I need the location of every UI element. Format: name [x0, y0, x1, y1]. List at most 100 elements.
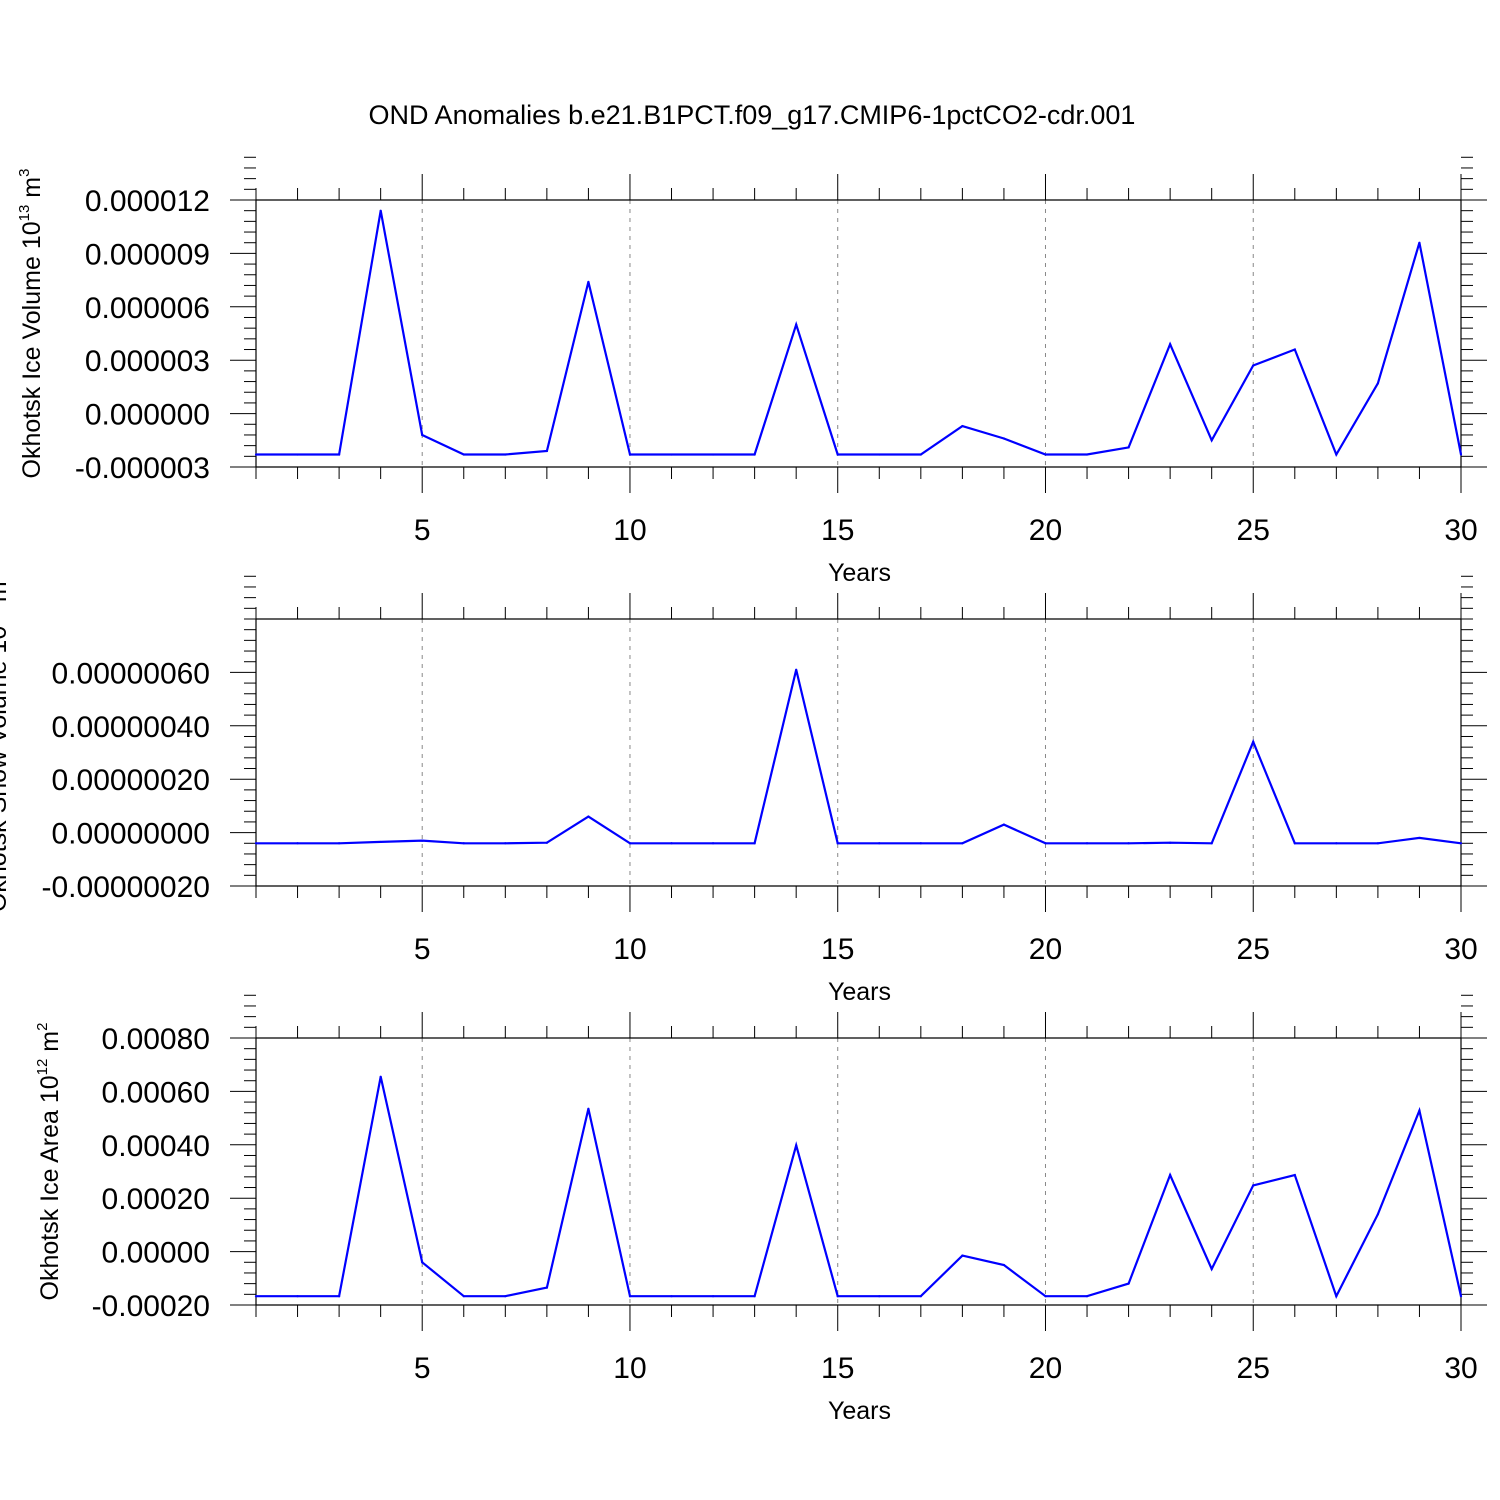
data-point	[254, 1295, 258, 1298]
data-point	[462, 453, 465, 456]
y-tick-label: -0.00000020	[42, 871, 211, 904]
x-axis-title: Years	[828, 978, 891, 1006]
x-tick-label: 5	[414, 1352, 431, 1385]
data-point	[504, 842, 507, 845]
data-point	[1127, 842, 1130, 845]
y-axis-title-exponent: 12	[34, 1059, 51, 1076]
series-line-ice-area	[256, 1076, 1463, 1300]
y-tick-label: 0.00000000	[52, 818, 211, 851]
data-point	[961, 424, 964, 428]
x-tick-label: 5	[414, 933, 431, 966]
data-point	[1210, 842, 1213, 845]
data-point	[296, 842, 299, 845]
chart-title: OND Anomalies b.e21.B1PCT.f09_g17.CMIP6-…	[369, 100, 1136, 130]
data-point	[1252, 740, 1255, 743]
data-point	[338, 453, 341, 456]
y-tick-label: 0.00000020	[52, 764, 211, 797]
y-tick-label: -0.000003	[75, 452, 210, 485]
data-point	[338, 1295, 341, 1298]
y-axis-title-text: Okhotsk Snow Volume 10	[0, 626, 12, 912]
data-point	[1293, 1173, 1296, 1177]
data-point	[421, 433, 424, 437]
x-tick-label: 5	[414, 514, 431, 547]
data-point	[545, 449, 548, 453]
data-point	[711, 453, 715, 456]
data-point	[878, 453, 881, 456]
x-tick-label: 10	[613, 514, 646, 547]
data-point	[1085, 453, 1089, 456]
data-point	[1210, 439, 1213, 442]
data-point	[1044, 453, 1047, 456]
data-point	[504, 453, 507, 456]
data-point	[254, 842, 258, 845]
y-axis-title-unit: m	[36, 1031, 64, 1059]
data-point	[379, 1075, 382, 1078]
data-point	[919, 453, 922, 456]
data-point	[379, 840, 382, 844]
x-tick-label: 10	[613, 1352, 646, 1385]
y-axis-title-unit-exponent: 3	[16, 169, 33, 177]
data-point	[670, 453, 673, 456]
data-point	[296, 1295, 299, 1298]
data-point	[1418, 241, 1421, 244]
x-axis-title: Years	[828, 559, 891, 587]
data-point	[421, 1261, 424, 1264]
data-point	[878, 842, 881, 845]
data-point	[836, 842, 839, 845]
data-point	[379, 209, 382, 212]
data-point	[1044, 1295, 1047, 1298]
data-point	[628, 842, 632, 845]
data-point	[1418, 1109, 1421, 1112]
data-point	[1376, 382, 1379, 385]
x-tick-label: 25	[1237, 514, 1270, 547]
data-point	[919, 842, 922, 845]
panel-ice-area: -0.00020 0.00000 0.00020 0.00040 0.00060 0.00…	[34, 994, 1487, 1425]
y-tick-label: 0.000012	[85, 185, 210, 218]
data-point	[836, 1295, 839, 1298]
data-point	[545, 1286, 548, 1289]
data-point	[1085, 842, 1089, 845]
data-point	[1252, 1184, 1255, 1187]
data-point	[254, 453, 258, 456]
data-point	[462, 842, 465, 845]
data-point	[587, 815, 590, 818]
x-tick-label: 20	[1029, 933, 1062, 966]
data-point	[919, 1295, 922, 1298]
data-point	[878, 1295, 881, 1298]
data-point	[795, 668, 798, 671]
data-point	[1376, 842, 1379, 845]
x-tick-label: 30	[1444, 1352, 1477, 1385]
y-tick-label: -0.00020	[92, 1290, 210, 1323]
data-point	[961, 1254, 964, 1257]
data-point	[753, 1295, 756, 1298]
series-line-ice-volume	[256, 210, 1463, 458]
data-point	[504, 1295, 507, 1298]
y-tick-label: 0.00000040	[52, 711, 211, 744]
data-point	[711, 1295, 715, 1298]
data-point	[587, 280, 590, 283]
x-tick-label: 15	[821, 933, 854, 966]
data-point	[795, 1144, 798, 1147]
data-point	[1127, 446, 1130, 449]
data-point	[670, 842, 673, 845]
y-axis-title-unit: m	[18, 177, 46, 205]
y-tick-label: 0.00000	[102, 1237, 210, 1270]
x-tick-label: 20	[1029, 1352, 1062, 1385]
data-point	[711, 842, 715, 845]
data-point	[1044, 842, 1047, 845]
data-point	[1459, 842, 1463, 845]
y-axis-title-unit: m	[0, 581, 12, 609]
data-point	[462, 1295, 465, 1298]
data-point	[1335, 1295, 1338, 1298]
y-tick-label: 0.00040	[102, 1130, 210, 1163]
x-axis-title: Years	[828, 1397, 891, 1425]
data-point	[753, 842, 756, 845]
y-axis-title-unit-exponent: 2	[34, 1023, 51, 1031]
y-tick-label: 0.00000060	[52, 657, 211, 690]
data-point	[421, 839, 424, 842]
x-tick-label: 30	[1444, 514, 1477, 547]
data-point	[296, 453, 299, 456]
data-point	[670, 1295, 673, 1298]
data-point	[795, 323, 798, 326]
data-point	[1002, 437, 1006, 440]
